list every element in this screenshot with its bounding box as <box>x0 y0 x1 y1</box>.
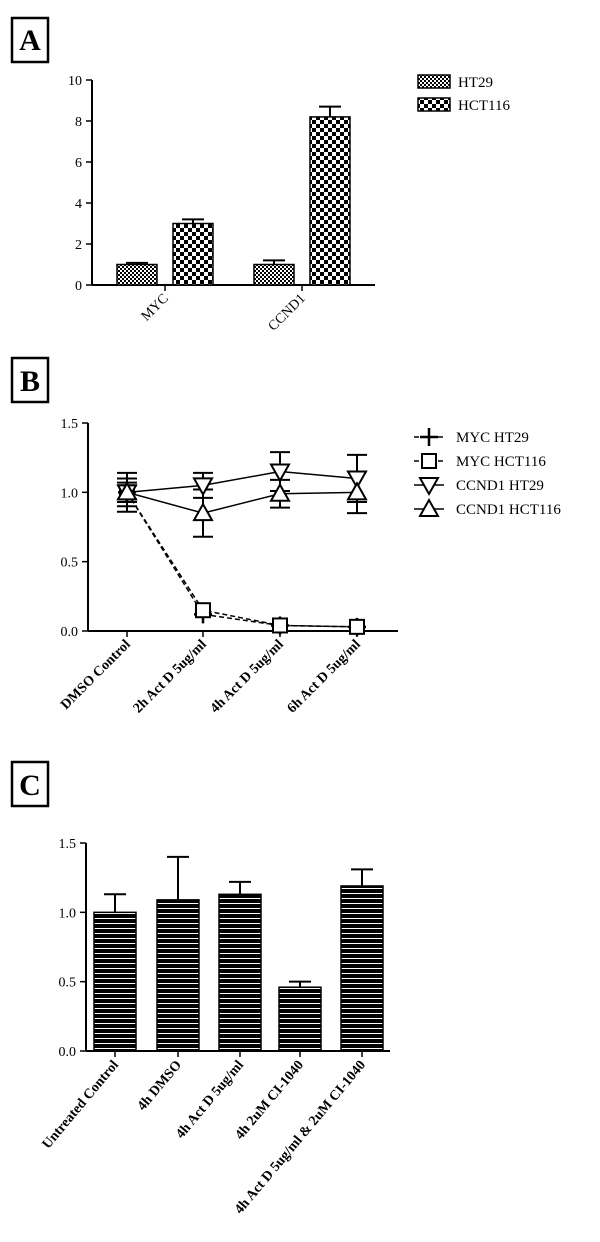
panel-b-series-line <box>126 470 358 494</box>
panel-b-legend-label: MYC HCT116 <box>456 454 546 470</box>
panel-b-label: B <box>20 365 40 398</box>
panel-b-point <box>116 481 138 501</box>
panel-b-x-tick-label: 6h Act D 5ug/ml <box>285 637 364 716</box>
panel-c: C 0.0 0.5 1.0 1.5 Untreated Control 4h DMSO 4h… <box>10 760 390 1217</box>
panel-b-legend-marker <box>421 453 437 469</box>
panel-b-point <box>346 470 368 490</box>
panel-b-legend-label: CCND1 HT29 <box>456 478 544 494</box>
panel-b-legend-marker <box>420 428 438 446</box>
panel-b-x-tick-label: 2h Act D 5ug/ml <box>131 637 210 716</box>
panel-a-legend-label: HCT116 <box>458 98 510 114</box>
panel-b-point <box>272 617 288 634</box>
panel-a-y-tick-label: 6 <box>75 156 82 171</box>
panel-a-bar <box>116 263 158 286</box>
panel-b-point <box>195 602 211 619</box>
panel-a-x-tick-label: MYC <box>139 291 172 324</box>
panel-a-label-box <box>10 16 50 64</box>
panel-b-y-tick-label: 0.0 <box>61 625 79 640</box>
panel-a-y-tick-label: 8 <box>75 115 82 130</box>
panel-b-series-line <box>126 491 358 514</box>
panel-b-x-tick-label: DMSO Control <box>58 637 134 713</box>
panel-b-point <box>269 482 291 502</box>
panel-b-legend-label: MYC HT29 <box>456 430 529 446</box>
panel-c-y-tick-label: 1.5 <box>59 837 77 852</box>
panel-c-bar <box>340 885 384 1052</box>
panel-b-point <box>349 618 365 635</box>
panel-a-legend-swatch <box>417 97 451 112</box>
panel-c-x-tick-label: 4h DMSO <box>135 1058 185 1114</box>
panel-b-label-box <box>10 356 50 404</box>
panel-c-label: C <box>19 769 41 802</box>
panel-c-bars <box>93 855 384 1052</box>
panel-c-x-tick-label: 4h Act D 5ug/ml & 2uM CI-1040 <box>232 1058 369 1217</box>
panel-b-legend-label: CCND1 HCT116 <box>456 502 561 518</box>
panel-b-y-tick-label: 1.0 <box>61 486 79 501</box>
panel-c-bar <box>218 893 262 1052</box>
panel-a-bar <box>309 116 351 286</box>
panel-c-label-box <box>10 760 50 808</box>
panel-b-point <box>346 481 368 501</box>
panel-b-y-tick-label: 0.5 <box>61 556 79 571</box>
panel-c-x-tick-label: Untreated Control <box>40 1058 122 1152</box>
panel-a-y-tick-label: 2 <box>75 238 82 253</box>
panel-c-bar <box>93 911 137 1052</box>
panel-c-bar <box>278 986 322 1052</box>
panel-b-y-tick-label: 1.5 <box>61 417 79 432</box>
panel-c-bar <box>156 899 200 1052</box>
panel-a-bar <box>172 222 214 286</box>
panel-b-series-line <box>126 491 358 628</box>
panel-b-lines <box>116 451 368 636</box>
panel-c-y-tick-label: 0.5 <box>59 976 77 991</box>
panel-c-axes: 0.0 0.5 1.0 1.5 Untreated Control 4h DMSO 4h A… <box>40 837 390 1217</box>
panel-a: A 0 2 4 6 8 10 MYC CCND1 HT29 HCT116 <box>10 16 510 334</box>
panel-a-y-tick-label: 4 <box>75 197 82 212</box>
panel-a-bars <box>116 105 351 286</box>
panel-b-series-line <box>126 491 358 628</box>
panel-b-point <box>192 502 214 522</box>
panel-a-y-tick-label: 0 <box>75 279 82 294</box>
panel-a-legend-label: HT29 <box>458 75 493 91</box>
panel-b-legend-marker <box>418 497 440 517</box>
panel-a-bar <box>253 263 295 286</box>
panel-b-x-tick-label: 4h Act D 5ug/ml <box>208 637 287 716</box>
panel-c-y-tick-label: 0.0 <box>59 1045 77 1060</box>
panel-b-point <box>269 463 291 483</box>
panel-a-legend-swatch <box>417 74 451 89</box>
panel-b-point <box>192 477 214 497</box>
panel-c-y-tick-label: 1.0 <box>59 906 77 921</box>
panel-b-legend-marker <box>418 477 440 497</box>
panel-b-legend: MYC HT29 MYC HCT116 CCND1 HT29 CCND1 HCT116 <box>414 428 561 518</box>
panel-a-label: A <box>19 24 41 57</box>
panel-a-y-tick-label: 10 <box>68 74 82 89</box>
panel-a-legend: HT29 HCT116 <box>417 74 510 114</box>
panel-a-x-tick-label: CCND1 <box>266 291 309 334</box>
